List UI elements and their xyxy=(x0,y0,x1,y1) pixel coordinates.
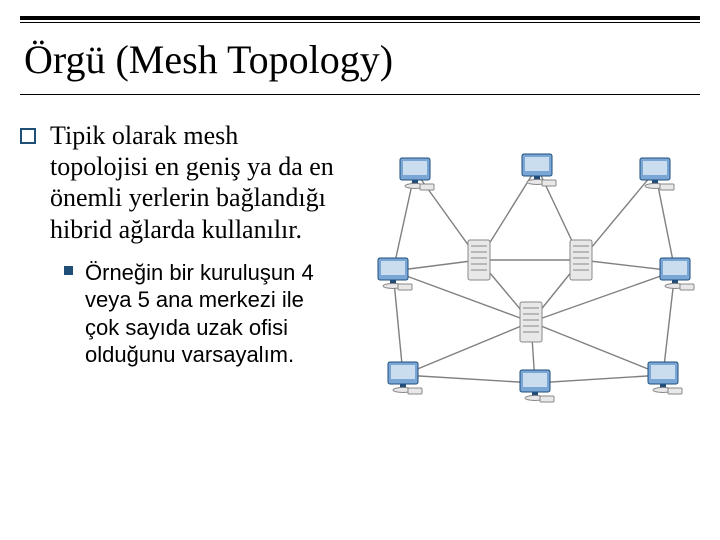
computer-icon xyxy=(640,158,674,190)
server-icon xyxy=(520,302,542,342)
bullet1-text: Tipik olarak mesh topolojisi en geniş ya… xyxy=(50,120,340,245)
server-icon xyxy=(468,240,490,280)
computer-icon xyxy=(400,158,434,190)
computer-icon xyxy=(388,362,422,394)
bullet2-text: Örneğin bir kuruluşun 4 veya 5 ana merke… xyxy=(85,259,340,369)
computer-icon xyxy=(520,370,554,402)
body-text: Tipik olarak mesh topolojisi en geniş ya… xyxy=(20,120,340,369)
computer-icon xyxy=(660,258,694,290)
bullet-level1: Tipik olarak mesh topolojisi en geniş ya… xyxy=(20,120,340,245)
slide: Örgü (Mesh Topology) Tipik olarak mesh t… xyxy=(0,0,720,540)
mesh-diagram xyxy=(360,140,700,410)
computer-icon xyxy=(378,258,412,290)
page-title: Örgü (Mesh Topology) xyxy=(24,36,393,83)
server-icon xyxy=(570,240,592,280)
bullet-level2: Örneğin bir kuruluşun 4 veya 5 ana merke… xyxy=(64,259,340,369)
solid-square-icon xyxy=(64,266,73,275)
header-rule xyxy=(20,16,700,24)
computer-icon xyxy=(522,154,556,186)
computer-icon xyxy=(648,362,682,394)
title-underline xyxy=(20,94,700,95)
hollow-square-icon xyxy=(20,128,36,144)
